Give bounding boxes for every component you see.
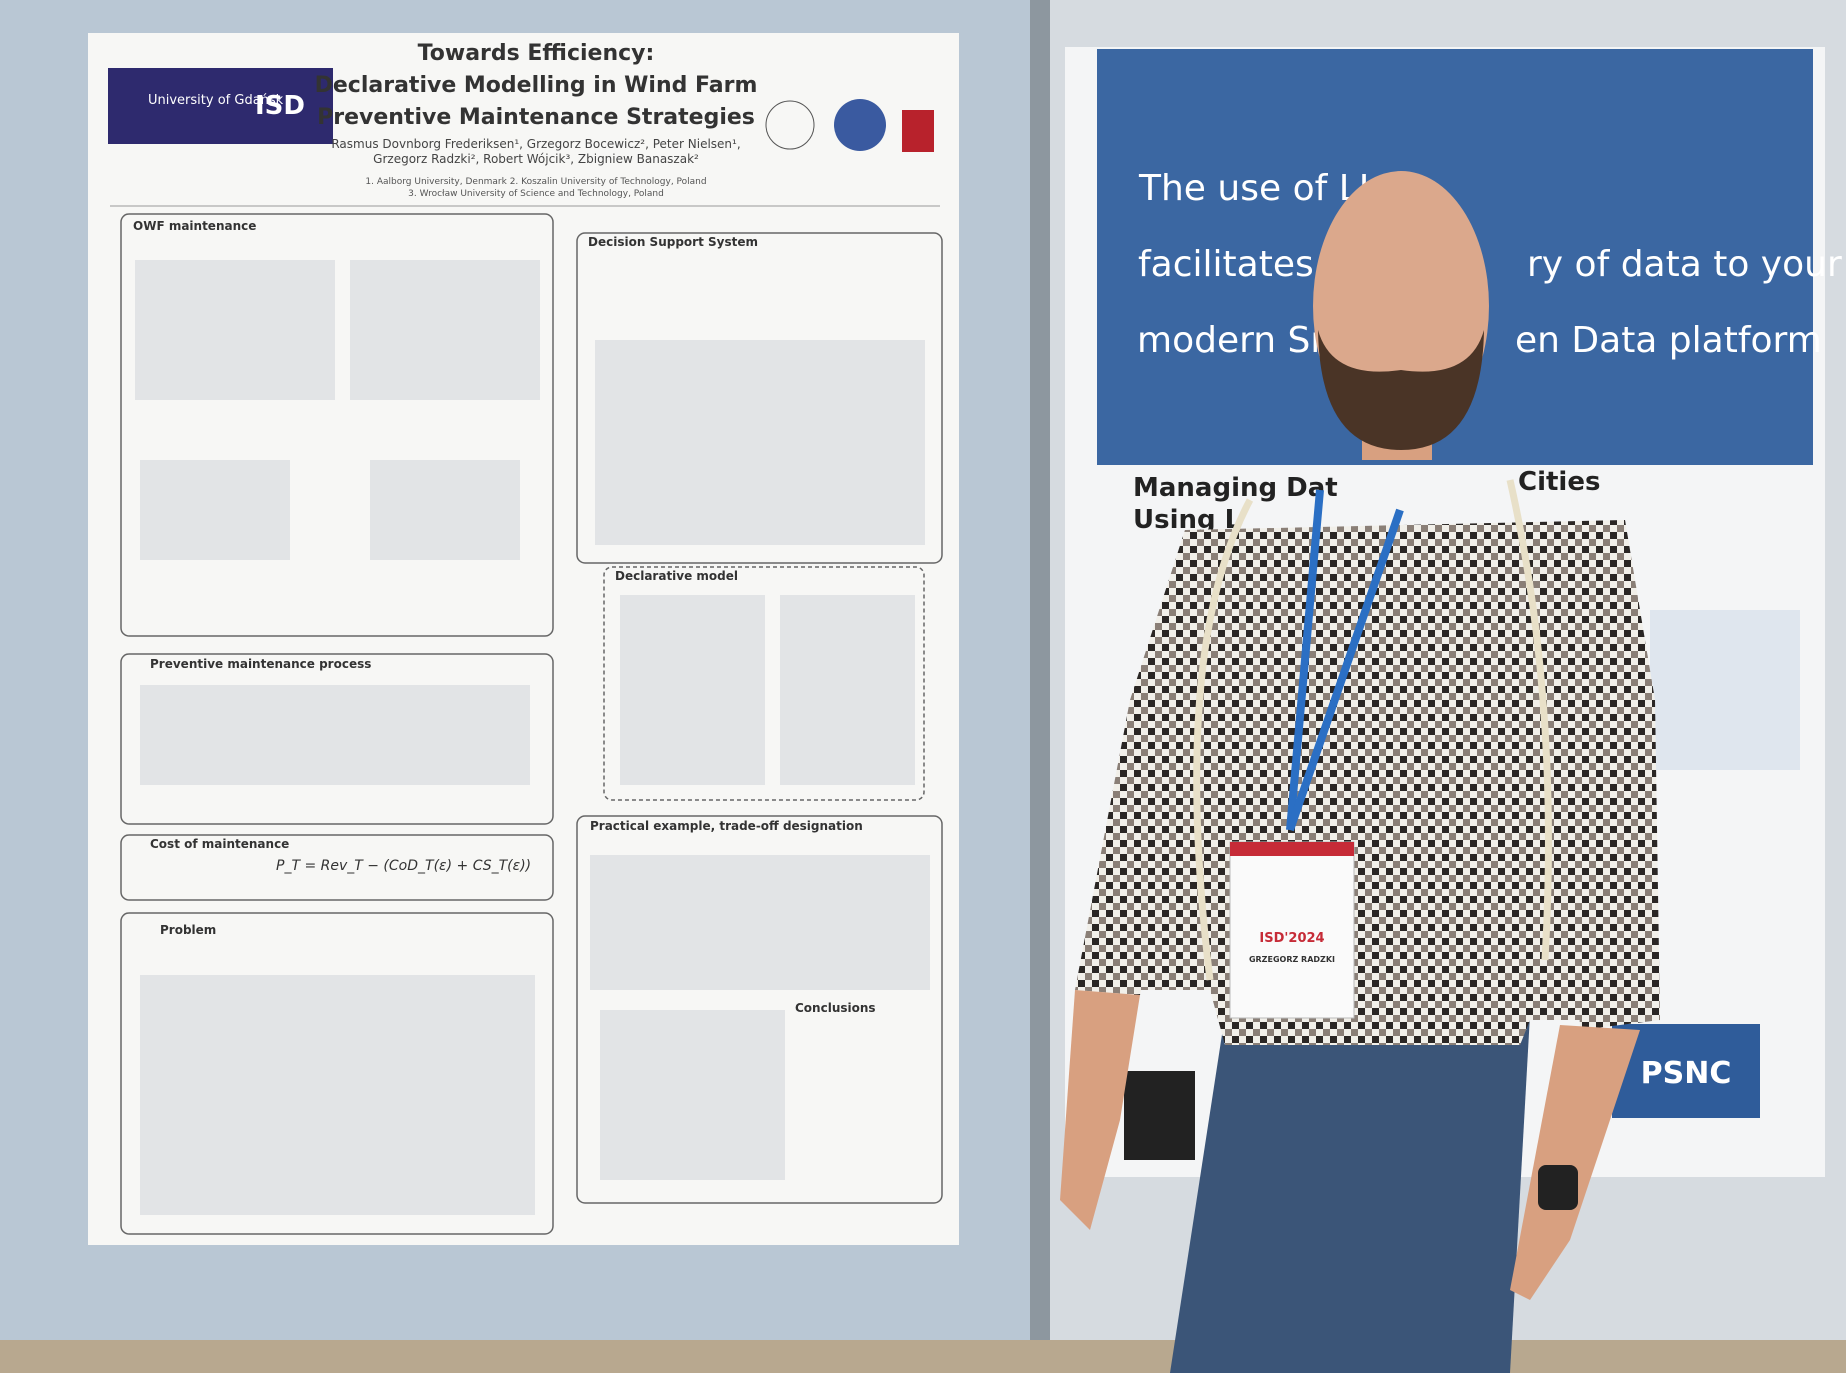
lanyard bbox=[1286, 508, 1404, 832]
logo bbox=[902, 110, 934, 152]
section-box bbox=[576, 815, 943, 1204]
title: Preventive Maintenance Strategies bbox=[317, 105, 755, 130]
header-text: en Data platform bbox=[1515, 320, 1822, 361]
section-title: Decision Support System bbox=[588, 235, 758, 249]
person: ISD'2024 GRZEGORZ RADZKI bbox=[1060, 171, 1660, 1373]
title: Towards Efficiency: bbox=[418, 41, 655, 66]
authors: Grzegorz Radzki², Robert Wójcik³, Zbigni… bbox=[373, 152, 699, 166]
header-text: facilitates e bbox=[1138, 244, 1347, 285]
section-box bbox=[120, 912, 554, 1235]
section-box bbox=[576, 232, 943, 564]
affiliation: 3. Wrocław University of Science and Tec… bbox=[408, 189, 664, 199]
header-text: modern Sm bbox=[1137, 320, 1345, 361]
subtitle: Managing Dat bbox=[1133, 473, 1338, 503]
badge-name: GRZEGORZ RADZKI bbox=[1249, 955, 1335, 964]
section-title: Problem bbox=[160, 923, 216, 937]
illustration bbox=[620, 595, 765, 785]
pole bbox=[1030, 0, 1050, 1373]
title: Declarative Modelling in Wind Farm bbox=[315, 73, 758, 98]
left-poster: University of Gdańsk ISD Towards Efficie… bbox=[88, 33, 959, 1245]
badge bbox=[1229, 841, 1355, 1019]
illustration bbox=[780, 595, 915, 785]
lanyard bbox=[1286, 489, 1324, 831]
illustration bbox=[1650, 610, 1800, 770]
logo bbox=[765, 100, 815, 150]
affiliation: 1. Aalborg University, Denmark 2. Koszal… bbox=[365, 177, 706, 187]
floor bbox=[0, 1340, 1846, 1373]
watch bbox=[1538, 1165, 1578, 1210]
section-box bbox=[120, 213, 554, 637]
rope bbox=[1506, 479, 1552, 961]
logo bbox=[834, 99, 886, 151]
arm bbox=[1060, 990, 1140, 1230]
illustration bbox=[140, 975, 535, 1215]
illustration bbox=[590, 855, 930, 990]
illustration bbox=[600, 1010, 785, 1180]
sleeve bbox=[1075, 530, 1190, 995]
authors: Rasmus Dovnborg Frederiksen¹, Grzegorz B… bbox=[331, 137, 740, 151]
jeans bbox=[1170, 1015, 1530, 1373]
illustration bbox=[350, 260, 540, 400]
section-box bbox=[120, 653, 554, 825]
badge-event: ISD'2024 bbox=[1259, 931, 1324, 946]
qr-code bbox=[1124, 1071, 1195, 1160]
logo-text: ISD bbox=[255, 91, 305, 121]
section-box bbox=[120, 834, 554, 901]
section-title: Declarative model bbox=[615, 569, 738, 583]
illustration bbox=[140, 685, 530, 785]
header-text: ry of data to your bbox=[1527, 244, 1842, 285]
section-title: OWF maintenance bbox=[133, 219, 256, 233]
illustration bbox=[140, 460, 290, 560]
rope bbox=[1193, 498, 1254, 981]
illustration bbox=[135, 260, 335, 400]
section-title: Cost of maintenance bbox=[150, 837, 289, 851]
logo-text: PSNC bbox=[1641, 1056, 1732, 1091]
illustration bbox=[595, 340, 925, 545]
section-title: Preventive maintenance process bbox=[150, 657, 371, 671]
illustration bbox=[370, 460, 520, 560]
header-text: The use of LL bbox=[1138, 168, 1379, 209]
shirt bbox=[1080, 520, 1660, 1045]
logo-text: University of Gdańsk bbox=[148, 93, 284, 108]
arm bbox=[1510, 1025, 1640, 1300]
beard bbox=[1318, 330, 1484, 450]
section-title: Practical example, trade-off designation bbox=[590, 819, 863, 833]
sleeve bbox=[1570, 520, 1660, 1030]
subtitle: Cities bbox=[1518, 467, 1600, 497]
formula: P_T = Rev_T − (CoD_T(ε) + CS_T(ε)) bbox=[276, 858, 531, 874]
logo-box bbox=[108, 68, 333, 144]
section-title: Conclusions bbox=[795, 1001, 876, 1015]
badge-stripe bbox=[1230, 842, 1354, 856]
